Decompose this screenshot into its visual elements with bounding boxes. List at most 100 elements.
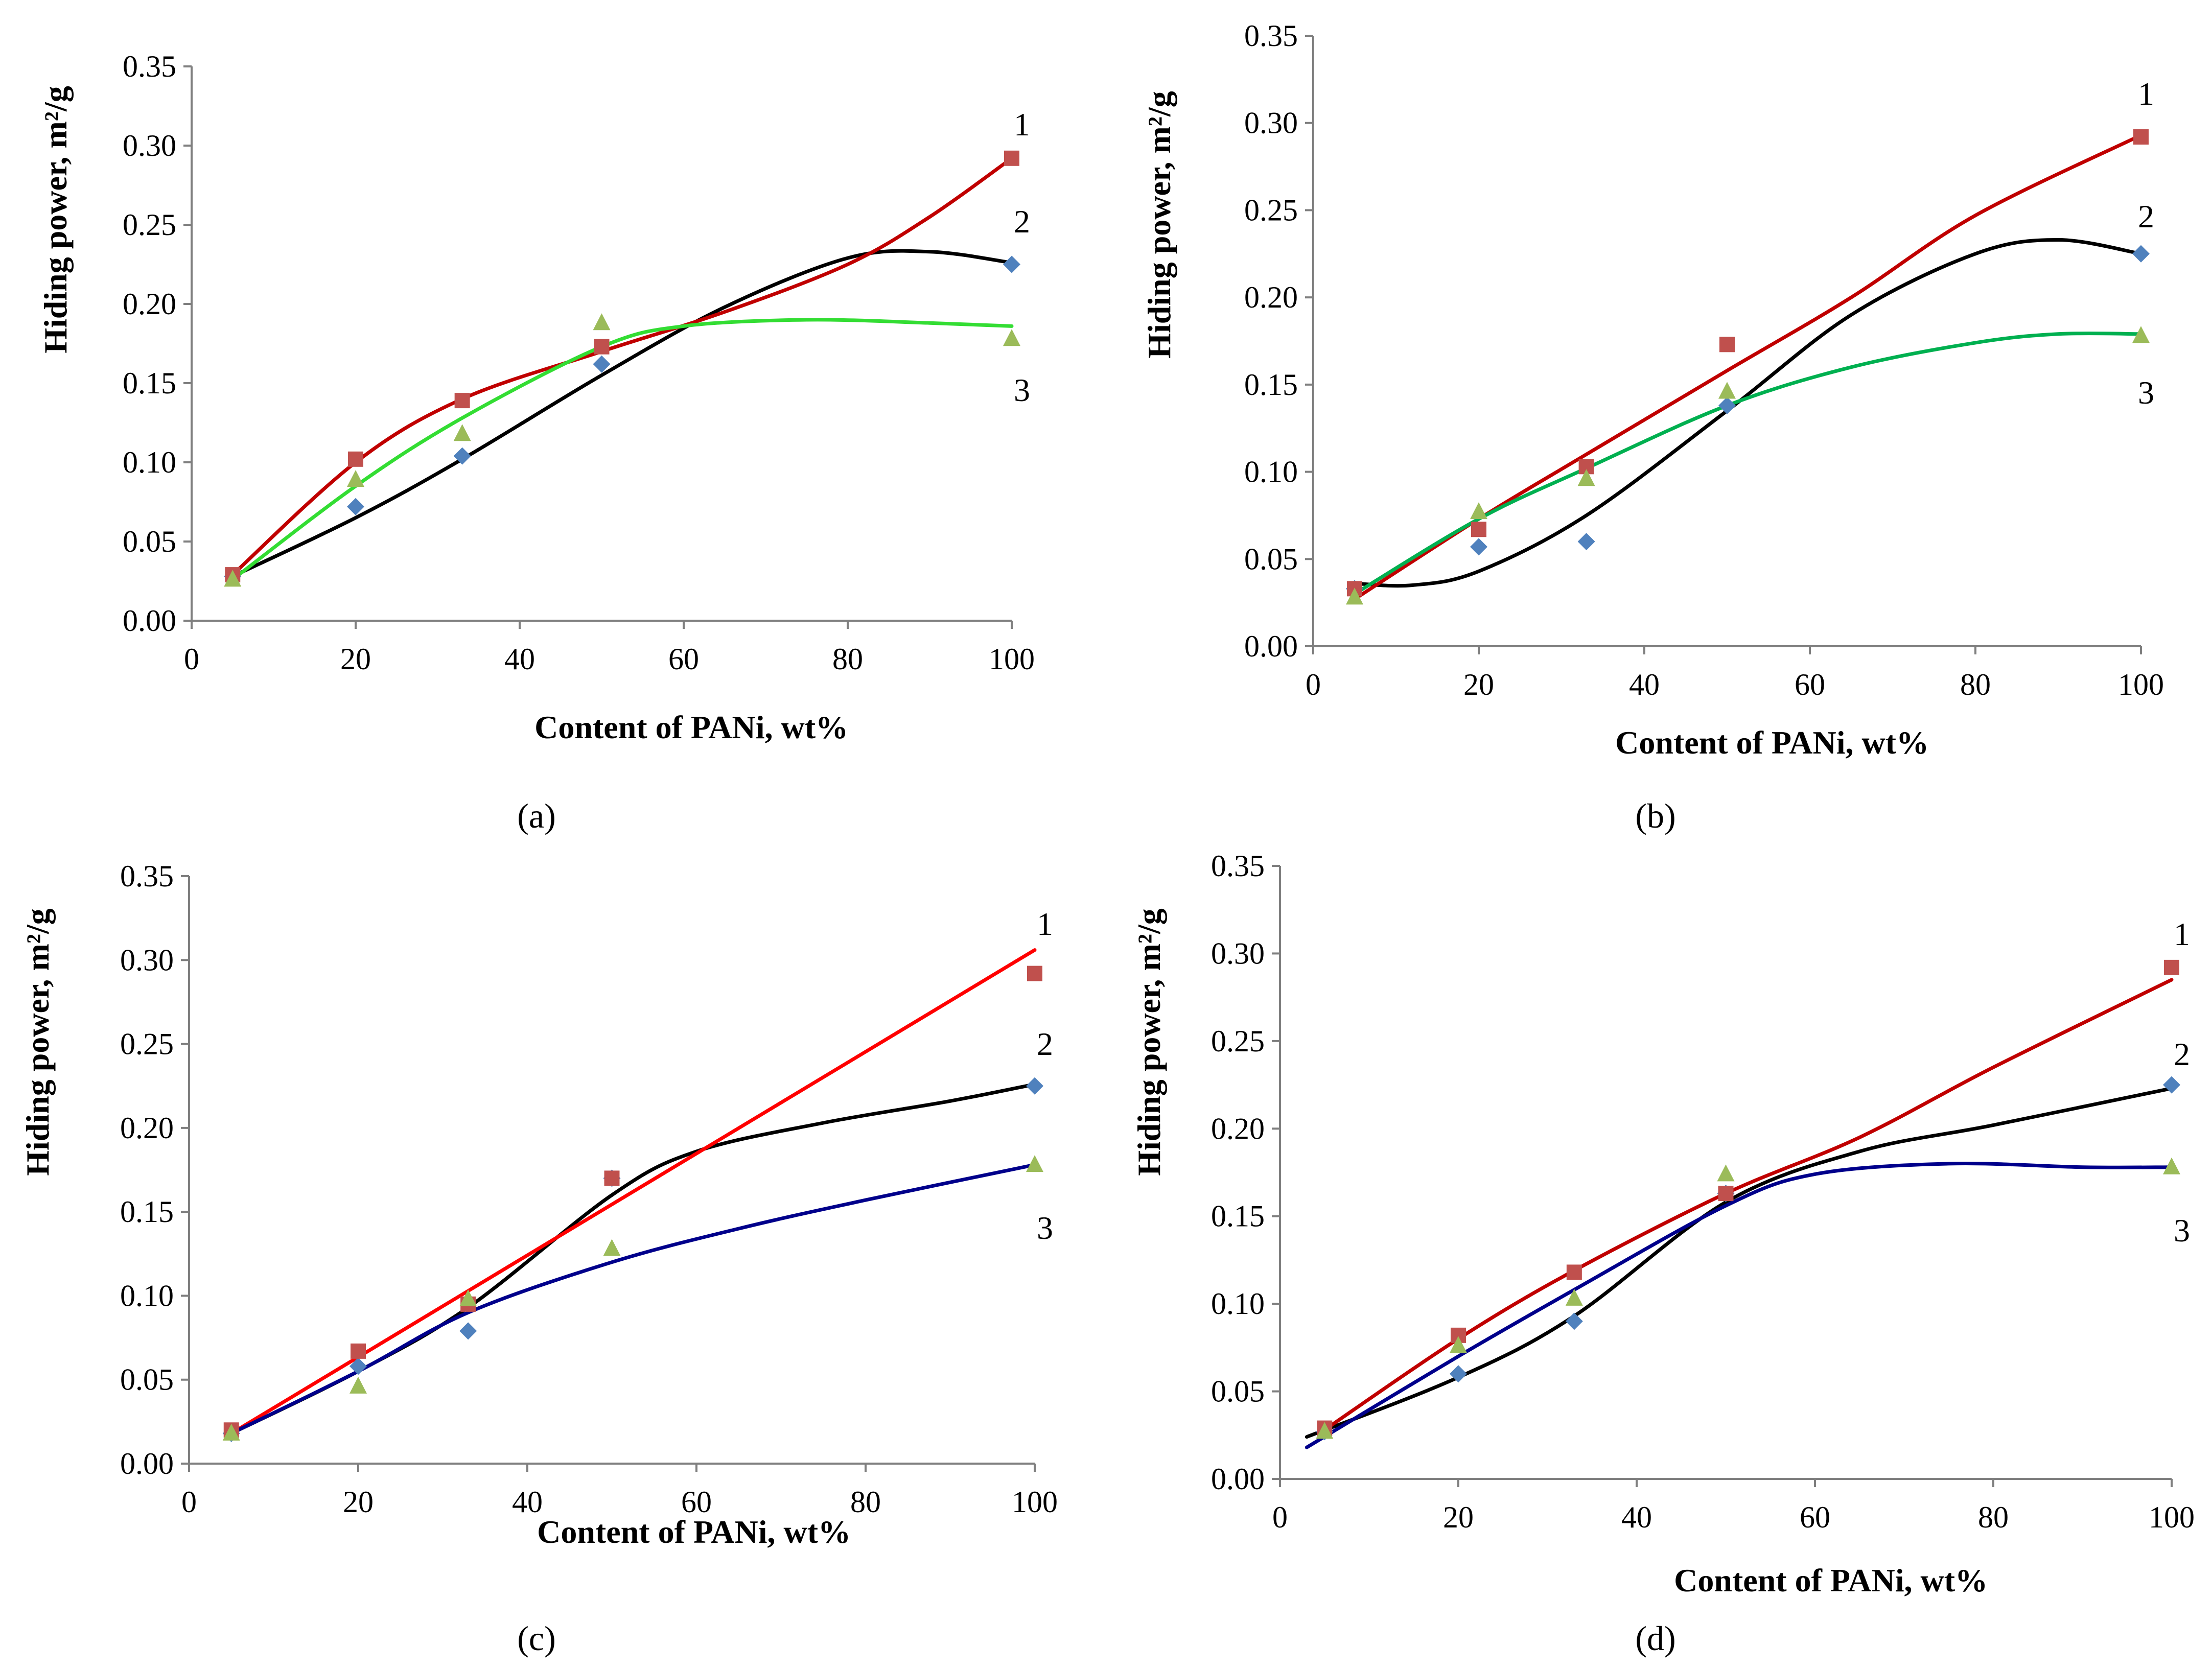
x-axis-label: Content of PANi, wt% bbox=[1674, 1562, 1988, 1598]
y-tick-label: 0.15 bbox=[1244, 368, 1298, 402]
data-point-series-3 bbox=[1718, 382, 1736, 399]
data-point-series-2 bbox=[348, 451, 363, 467]
y-tick-label: 0.15 bbox=[123, 366, 176, 400]
data-point-series-2 bbox=[1719, 337, 1735, 352]
data-point-series-1 bbox=[2163, 1076, 2180, 1094]
x-tick-label: 100 bbox=[2118, 668, 2164, 701]
curve-label-3: 3 bbox=[1037, 1210, 1053, 1246]
y-axis-label: Hiding power, m²/g bbox=[37, 86, 74, 354]
x-tick-label: 80 bbox=[1960, 668, 1991, 701]
curve-label-1: 1 bbox=[1014, 106, 1030, 143]
y-axis-label: Hiding power, m²/g bbox=[19, 908, 56, 1176]
y-tick-label: 0.35 bbox=[1211, 849, 1265, 883]
data-point-series-3 bbox=[347, 470, 364, 487]
data-point-series-1 bbox=[1718, 396, 1736, 414]
curve-label-2: 2 bbox=[2174, 1036, 2190, 1072]
data-point-series-2 bbox=[1718, 1186, 1734, 1202]
data-point-series-1 bbox=[1450, 1365, 1467, 1383]
data-point-series-1 bbox=[593, 355, 611, 373]
x-tick-label: 20 bbox=[343, 1485, 374, 1519]
data-point-series-2 bbox=[2164, 959, 2179, 975]
y-tick-label: 0.00 bbox=[1244, 629, 1298, 663]
x-tick-label: 100 bbox=[989, 642, 1035, 676]
y-tick-label: 0.35 bbox=[120, 859, 174, 893]
data-point-series-2 bbox=[1566, 1264, 1582, 1280]
y-tick-label: 0.25 bbox=[123, 208, 176, 242]
x-tick-label: 0 bbox=[184, 642, 199, 676]
y-tick-label: 0.30 bbox=[1244, 106, 1298, 140]
data-point-series-3 bbox=[603, 1239, 621, 1256]
data-point-series-1 bbox=[459, 1322, 477, 1340]
y-tick-label: 0.25 bbox=[1211, 1024, 1265, 1058]
x-tick-label: 0 bbox=[181, 1485, 197, 1519]
panel-label-b: (b) bbox=[1635, 796, 1675, 835]
y-tick-label: 0.30 bbox=[123, 129, 176, 162]
y-tick-label: 0.00 bbox=[123, 604, 176, 638]
data-point-series-2 bbox=[594, 339, 610, 355]
data-point-series-1 bbox=[453, 447, 471, 465]
x-tick-label: 60 bbox=[1795, 668, 1825, 701]
y-tick-label: 0.20 bbox=[123, 287, 176, 321]
x-tick-label: 100 bbox=[2149, 1500, 2195, 1534]
y-tick-label: 0.05 bbox=[120, 1363, 174, 1397]
y-axis-label: Hiding power, m²/g bbox=[1141, 91, 1177, 359]
data-point-series-1 bbox=[1003, 255, 1020, 273]
x-axis-label: Content of PANi, wt% bbox=[534, 709, 848, 745]
y-tick-label: 0.00 bbox=[1211, 1462, 1265, 1496]
data-point-series-3 bbox=[459, 1289, 477, 1306]
y-tick-label: 0.25 bbox=[1244, 193, 1298, 227]
data-point-series-2 bbox=[1004, 150, 1019, 166]
data-point-series-1 bbox=[350, 1357, 367, 1375]
data-point-series-2 bbox=[2133, 129, 2149, 145]
data-point-series-3 bbox=[1470, 502, 1487, 520]
data-point-series-3 bbox=[2132, 326, 2150, 343]
chart-panel-a: 0.00 0.05 0.10 0.15 0.20 0.25 0.30 0.35 0 20 40 60 8… bbox=[37, 50, 1035, 745]
y-tick-label: 0.15 bbox=[120, 1195, 174, 1229]
y-axis-label: Hiding power, m²/g bbox=[1131, 908, 1167, 1176]
data-point-series-3 bbox=[1717, 1164, 1735, 1182]
y-tick-label: 0.05 bbox=[123, 525, 176, 558]
x-tick-label: 20 bbox=[340, 642, 371, 676]
data-point-series-3 bbox=[453, 424, 471, 441]
x-tick-label: 60 bbox=[681, 1485, 712, 1519]
x-tick-label: 80 bbox=[832, 642, 863, 676]
x-tick-label: 0 bbox=[1306, 668, 1321, 701]
data-point-series-1 bbox=[1026, 1077, 1043, 1095]
y-tick-label: 0.20 bbox=[1211, 1112, 1265, 1145]
data-point-series-3 bbox=[1003, 329, 1020, 346]
x-tick-label: 80 bbox=[1978, 1500, 2009, 1534]
y-tick-label: 0.35 bbox=[1244, 19, 1298, 53]
x-tick-label: 0 bbox=[1272, 1500, 1288, 1534]
y-tick-label: 0.05 bbox=[1244, 542, 1298, 576]
data-point-series-3 bbox=[222, 1423, 240, 1441]
data-point-series-1 bbox=[2132, 245, 2150, 263]
data-point-series-3 bbox=[2163, 1157, 2180, 1174]
chart-panel-c: 0.00 0.05 0.10 0.15 0.20 0.25 0.30 0.35 0 20 40 60 8… bbox=[19, 859, 1058, 1550]
data-point-series-2 bbox=[1027, 966, 1042, 981]
data-point-series-3 bbox=[1577, 469, 1595, 486]
y-tick-label: 0.10 bbox=[120, 1279, 174, 1312]
curve-label-3: 3 bbox=[1014, 372, 1030, 408]
y-tick-label: 0.15 bbox=[1211, 1199, 1265, 1233]
y-tick-label: 0.20 bbox=[1244, 280, 1298, 314]
data-point-series-3 bbox=[1026, 1155, 1043, 1172]
data-point-series-3 bbox=[1316, 1422, 1334, 1439]
x-tick-label: 80 bbox=[850, 1485, 881, 1519]
y-tick-label: 0.25 bbox=[120, 1027, 174, 1061]
chart-panel-d: 0.00 0.05 0.10 0.15 0.20 0.25 0.30 0.35 0 20 40 60 8… bbox=[1131, 849, 2195, 1598]
curve-label-1: 1 bbox=[2174, 916, 2190, 952]
fit-curve-series-1 bbox=[230, 249, 1014, 578]
y-tick-label: 0.35 bbox=[123, 50, 176, 83]
y-tick-label: 0.05 bbox=[1211, 1375, 1265, 1408]
x-axis-label: Content of PANi, wt% bbox=[537, 1514, 851, 1550]
x-tick-label: 40 bbox=[1629, 668, 1660, 701]
data-point-series-1 bbox=[347, 498, 364, 515]
x-tick-label: 20 bbox=[1443, 1500, 1474, 1534]
data-point-series-2 bbox=[454, 393, 470, 409]
curve-label-3: 3 bbox=[2174, 1212, 2190, 1249]
curve-label-1: 1 bbox=[2138, 76, 2154, 112]
data-point-series-3 bbox=[1565, 1288, 1583, 1306]
y-tick-label: 0.10 bbox=[1211, 1287, 1265, 1321]
x-tick-label: 40 bbox=[1621, 1500, 1652, 1534]
